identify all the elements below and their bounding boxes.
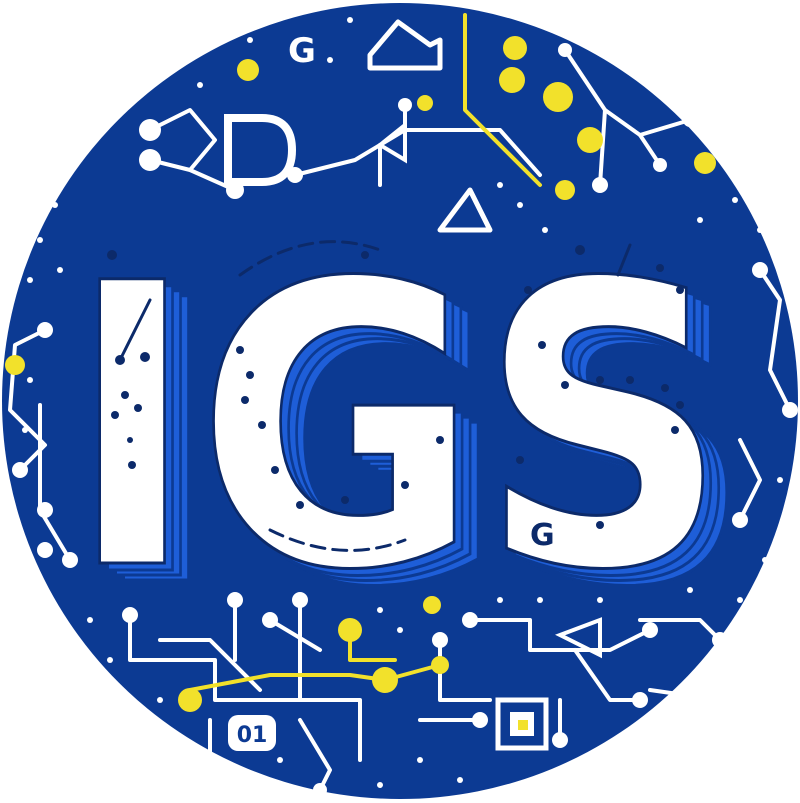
yellow-node-icon bbox=[338, 618, 362, 642]
circuit-node bbox=[398, 98, 412, 112]
wordmark-depth-3: IGS bbox=[92, 218, 752, 672]
yellow-node-icon bbox=[237, 59, 259, 81]
letter-marks-group bbox=[118, 240, 632, 552]
circuit-node bbox=[642, 622, 658, 638]
yellow-node-icon bbox=[372, 667, 398, 693]
letter-dots-group bbox=[107, 245, 684, 529]
circuit-trace-icon bbox=[148, 158, 237, 192]
wordmark-depth-1: IGS bbox=[76, 208, 736, 662]
circuit-node bbox=[732, 512, 748, 528]
small-g-top: G bbox=[288, 31, 316, 71]
diode-icon bbox=[555, 617, 602, 659]
chip-label: 01 bbox=[237, 723, 268, 748]
circuit-node bbox=[37, 502, 53, 518]
circuit-node bbox=[683, 113, 697, 127]
circuit-node bbox=[472, 712, 488, 728]
circuit-trace-icon bbox=[468, 618, 652, 652]
circuit-node bbox=[37, 322, 53, 338]
small-g-bottom: G bbox=[530, 518, 555, 553]
circuit-trace-icon bbox=[298, 718, 332, 792]
circuit-node bbox=[462, 612, 478, 628]
circuit-node bbox=[139, 149, 161, 171]
circuit-node bbox=[226, 181, 244, 199]
circuit-node bbox=[712, 632, 728, 648]
circuit-node bbox=[292, 592, 308, 608]
circuit-trace-icon bbox=[758, 268, 792, 412]
circuit-node bbox=[227, 592, 243, 608]
d-letter-shape bbox=[224, 114, 297, 186]
yellow-node-icon bbox=[694, 152, 716, 174]
circuit-node bbox=[432, 632, 448, 648]
yellow-nodes-group bbox=[5, 36, 716, 712]
circuit-node bbox=[243, 783, 257, 797]
house-icon bbox=[367, 19, 443, 71]
yellow-node-icon bbox=[417, 95, 433, 111]
circuit-trace-icon bbox=[638, 618, 722, 642]
circuit-node bbox=[558, 43, 572, 57]
circuit-trace-icon bbox=[573, 648, 642, 702]
circuit-trace-icon bbox=[298, 598, 362, 762]
white-nodes-group bbox=[12, 43, 798, 797]
circuit-node bbox=[732, 652, 748, 668]
circuit-trace-icon bbox=[268, 618, 322, 652]
yellow-node-icon bbox=[577, 127, 603, 153]
wordmark: IGS bbox=[68, 201, 728, 655]
circuit-trace-icon bbox=[738, 438, 762, 522]
circuit-node bbox=[653, 158, 667, 172]
circuit-trace-icon bbox=[128, 613, 302, 702]
circuit-trace-icon bbox=[208, 718, 252, 792]
circuit-node bbox=[139, 119, 161, 141]
yellow-node-icon bbox=[178, 688, 202, 712]
triangle-icon bbox=[437, 187, 493, 233]
yellow-trace bbox=[188, 663, 442, 692]
yellow-node-icon bbox=[499, 67, 525, 93]
yellow-node-icon bbox=[503, 36, 527, 60]
circuit-node bbox=[313, 783, 327, 797]
circuit-trace-icon bbox=[158, 638, 262, 692]
yellow-node-icon bbox=[423, 596, 441, 614]
yellow-node-icon bbox=[431, 656, 449, 674]
yellow-trace bbox=[463, 13, 542, 187]
diode-icon bbox=[376, 120, 407, 164]
circuit-node bbox=[37, 542, 53, 558]
chip-label-box bbox=[228, 715, 276, 751]
circuit-node bbox=[122, 607, 138, 623]
microchip-icon bbox=[495, 697, 549, 751]
circuit-node bbox=[752, 262, 768, 278]
wordmark-shadow: IGS IGS IGS bbox=[75, 207, 754, 674]
yellow-node-icon bbox=[5, 355, 25, 375]
circuit-trace-icon bbox=[8, 328, 47, 472]
scatter-dots-group bbox=[22, 17, 783, 788]
yellow-node-icon bbox=[543, 82, 573, 112]
top-symbols-group bbox=[224, 19, 602, 659]
circuit-node bbox=[782, 402, 798, 418]
circuit-node bbox=[262, 612, 278, 628]
circuit-trace-icon bbox=[403, 128, 542, 177]
yellow-node-icon bbox=[555, 180, 575, 200]
circuit-node bbox=[62, 552, 78, 568]
wordmark-depth-2: IGS bbox=[84, 213, 744, 667]
circuit-trace-icon bbox=[148, 108, 217, 172]
circuit-node bbox=[632, 692, 648, 708]
circuit-trace-icon bbox=[648, 658, 742, 702]
circuit-node bbox=[592, 177, 608, 193]
circuit-node bbox=[12, 462, 28, 478]
circuit-node bbox=[287, 167, 303, 183]
circuit-node bbox=[552, 732, 568, 748]
